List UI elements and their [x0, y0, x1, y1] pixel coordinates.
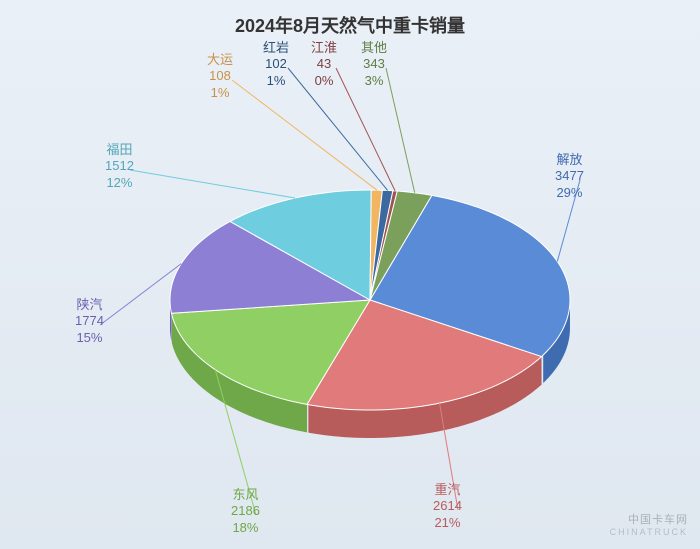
slice-label: 大运1081%: [207, 52, 233, 101]
slice-label: 红岩1021%: [263, 40, 289, 89]
slice-percent: 1%: [207, 85, 233, 101]
slice-name: 福田: [105, 142, 134, 158]
leader-line: [386, 68, 415, 193]
watermark-cn: 中国卡车网: [610, 513, 688, 527]
leader-line: [232, 80, 377, 190]
watermark-en: CHINATRUCK: [610, 527, 688, 539]
slice-value: 3477: [555, 168, 584, 184]
slice-percent: 0%: [311, 73, 337, 89]
slice-name: 红岩: [263, 40, 289, 56]
slice-name: 陕汽: [75, 297, 104, 313]
slice-name: 解放: [555, 152, 584, 168]
slice-label: 解放347729%: [555, 152, 584, 201]
slice-label: 江淮430%: [311, 40, 337, 89]
watermark: 中国卡车网 CHINATRUCK: [610, 513, 688, 539]
slice-value: 2186: [231, 503, 260, 519]
slice-label: 重汽261421%: [433, 482, 462, 531]
slice-value: 2614: [433, 498, 462, 514]
slice-name: 东风: [231, 487, 260, 503]
slice-percent: 29%: [555, 185, 584, 201]
slice-label: 陕汽177415%: [75, 297, 104, 346]
slice-value: 1512: [105, 158, 134, 174]
slice-name: 其他: [361, 40, 387, 56]
slice-percent: 15%: [75, 330, 104, 346]
slice-value: 102: [263, 56, 289, 72]
slice-percent: 18%: [231, 520, 260, 536]
slice-label: 东风218618%: [231, 487, 260, 536]
slice-value: 108: [207, 68, 233, 84]
slice-name: 大运: [207, 52, 233, 68]
slice-percent: 12%: [105, 175, 134, 191]
leader-line: [130, 170, 295, 198]
slice-label: 其他3433%: [361, 40, 387, 89]
slice-percent: 1%: [263, 73, 289, 89]
slice-value: 1774: [75, 313, 104, 329]
slice-value: 343: [361, 56, 387, 72]
slice-percent: 3%: [361, 73, 387, 89]
leader-line: [100, 264, 181, 325]
slice-label: 福田151212%: [105, 142, 134, 191]
pie-chart: [0, 0, 700, 549]
slice-name: 重汽: [433, 482, 462, 498]
slice-percent: 21%: [433, 515, 462, 531]
slice-name: 江淮: [311, 40, 337, 56]
slice-value: 43: [311, 56, 337, 72]
